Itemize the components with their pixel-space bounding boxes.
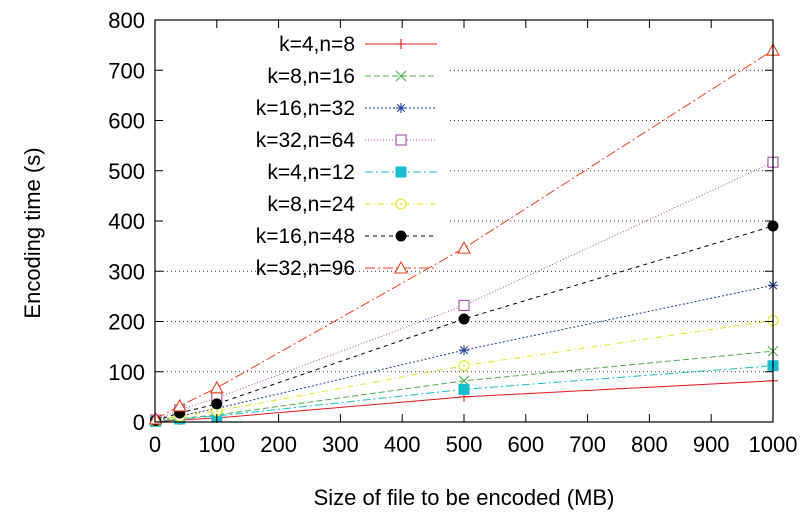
grid-lines (155, 69, 773, 373)
y-tick-label: 700 (108, 58, 145, 83)
marker-stroke (396, 103, 406, 113)
y-tick-label: 800 (108, 8, 145, 33)
marker-shape (395, 134, 407, 146)
y-tick-label: 500 (108, 159, 145, 184)
data-point (458, 360, 470, 372)
y-tick-label: 100 (108, 360, 145, 385)
x-tick-label: 500 (446, 432, 483, 457)
data-point (395, 70, 407, 82)
y-tick-label: 200 (108, 310, 145, 335)
data-point (394, 260, 408, 274)
legend-label-5: k=4,n=12 (267, 161, 355, 184)
legend-label-2: k=8,n=16 (267, 65, 355, 88)
data-point (211, 398, 223, 410)
legend-label-4: k=32,n=64 (256, 129, 356, 152)
legend-label-8: k=32,n=96 (256, 257, 355, 280)
marker-shape (394, 260, 408, 274)
marker-stroke (395, 70, 407, 82)
y-tick-label: 400 (108, 209, 145, 234)
marker-dot (463, 364, 465, 367)
data-point (209, 380, 224, 394)
marker-shape (395, 230, 407, 242)
tick-labels: 0 100 200 300 400 500 600 700 800 900 1000 0 100 200 3… (108, 8, 797, 457)
x-tick-label: 300 (322, 432, 359, 457)
y-tick-label: 600 (108, 109, 145, 134)
data-point (458, 313, 470, 325)
data-point (396, 39, 406, 49)
x-tick-label: 900 (693, 432, 730, 457)
series-line-2 (155, 350, 774, 422)
marker-shape (457, 240, 471, 254)
data-point (395, 198, 407, 210)
y-axis-label: Encoding time (s) (20, 147, 45, 318)
marker-shape (148, 411, 163, 425)
series-line-7 (155, 225, 774, 421)
y-tick-label: 300 (108, 259, 145, 284)
marker-shape (458, 383, 470, 395)
marker-dot (215, 409, 218, 412)
x-tick-label: 100 (198, 432, 235, 457)
marker-shape (211, 398, 223, 410)
marker-shape (458, 299, 470, 311)
legend-label-3: k=16,n=32 (256, 97, 355, 120)
marker-dot (400, 203, 402, 205)
data-point (458, 383, 470, 395)
marker-shape (395, 166, 407, 178)
y-tick-label: 0 (133, 410, 145, 435)
data-point (457, 240, 471, 254)
marker-shape (172, 398, 187, 412)
data-point (459, 345, 469, 356)
data-point (396, 103, 406, 113)
x-tick-label: 0 (149, 432, 161, 457)
legend-label-7: k=16,n=48 (256, 225, 355, 248)
data-point (148, 411, 163, 425)
marker-shape (458, 313, 470, 325)
x-tick-label: 200 (260, 432, 297, 457)
x-axis-label: Size of file to be encoded (MB) (314, 485, 615, 510)
series-lines (148, 43, 780, 427)
series-line-5 (155, 365, 774, 422)
x-tick-label: 400 (384, 432, 421, 457)
data-point (395, 134, 407, 146)
x-tick-label: 600 (507, 432, 544, 457)
x-tick-label: 1000 (749, 432, 798, 457)
data-point (172, 398, 187, 412)
marker-stroke (459, 346, 469, 355)
legend: k=4,n=8 k=8,n=16 k=16,n=32 k=32,n=64 k=4,n=1… (256, 33, 437, 280)
series-line-6 (155, 320, 774, 422)
data-point (395, 166, 407, 178)
x-tick-label: 800 (631, 432, 668, 457)
marker-shape (209, 380, 224, 394)
x-tick-label: 700 (569, 432, 606, 457)
data-point (458, 299, 470, 311)
legend-label-1: k=4,n=8 (279, 33, 355, 56)
axes (154, 19, 774, 423)
data-point (395, 230, 407, 242)
legend-label-6: k=8,n=24 (267, 193, 355, 216)
